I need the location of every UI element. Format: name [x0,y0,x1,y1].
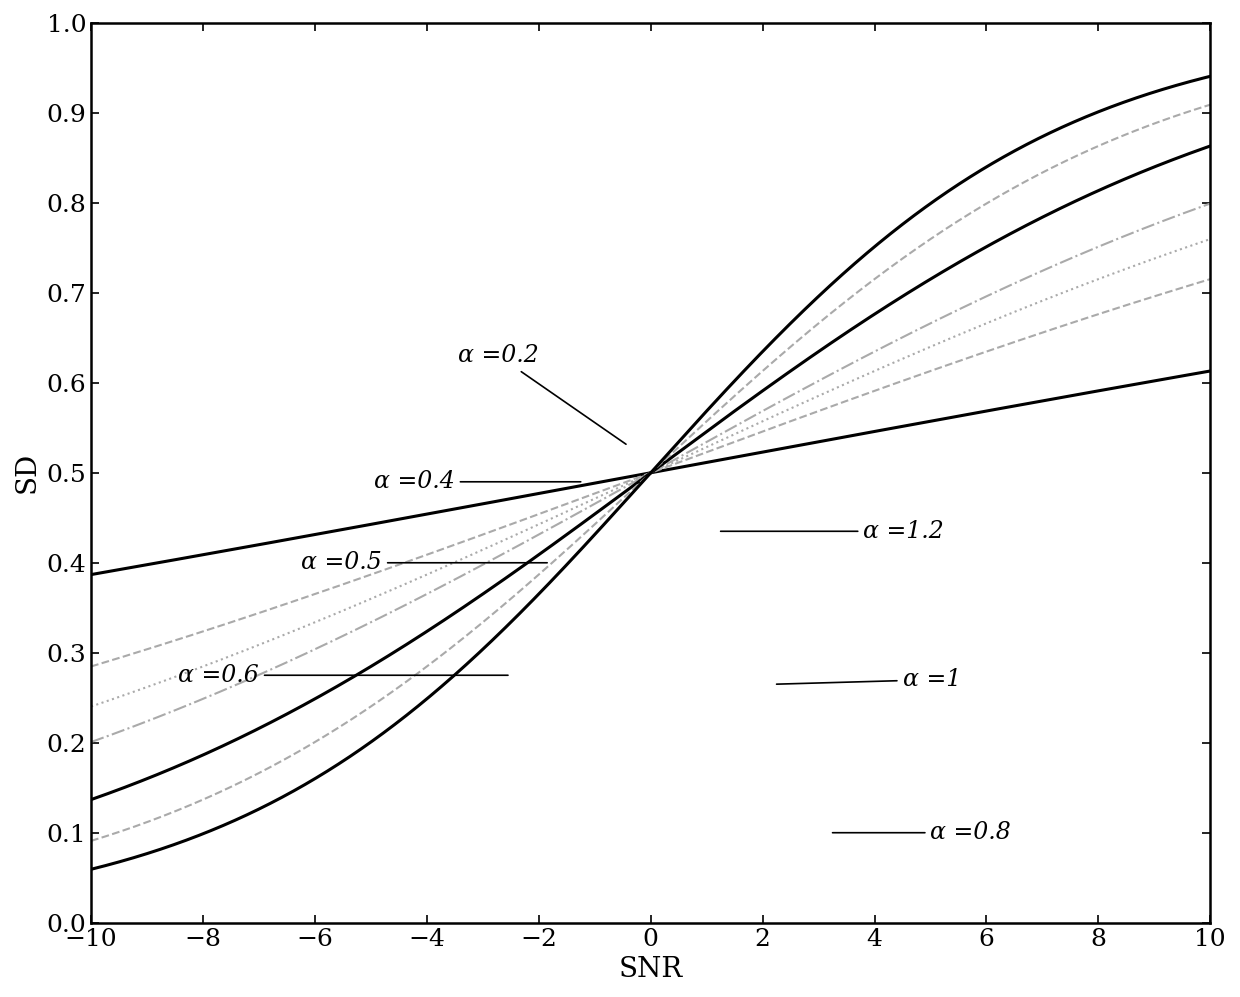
Text: α =0.5: α =0.5 [301,551,547,574]
Text: α =1: α =1 [776,668,961,691]
Text: α =0.6: α =0.6 [179,664,508,687]
Text: α =0.4: α =0.4 [374,471,580,494]
Text: α =0.8: α =0.8 [832,822,1012,844]
Text: α =0.2: α =0.2 [458,344,626,445]
X-axis label: SNR: SNR [619,956,683,983]
Y-axis label: SD: SD [14,453,41,494]
Text: α =1.2: α =1.2 [720,519,944,542]
